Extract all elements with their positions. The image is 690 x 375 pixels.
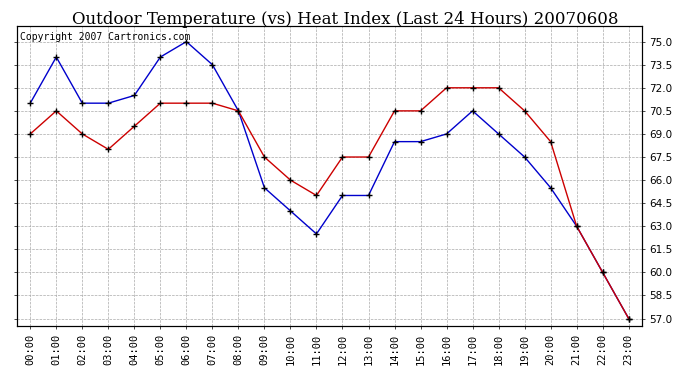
Text: Outdoor Temperature (vs) Heat Index (Last 24 Hours) 20070608: Outdoor Temperature (vs) Heat Index (Las…: [72, 11, 618, 28]
Text: Copyright 2007 Cartronics.com: Copyright 2007 Cartronics.com: [21, 32, 190, 42]
